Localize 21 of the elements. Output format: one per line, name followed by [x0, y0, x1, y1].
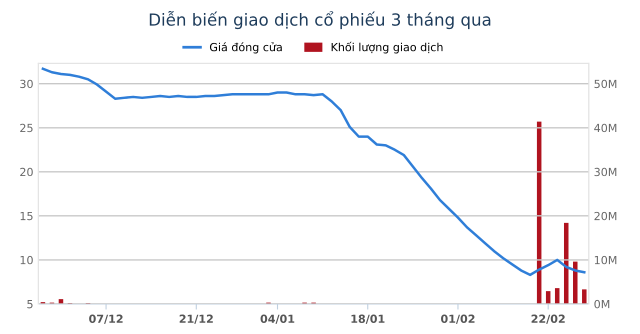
- y-tick-label: 15: [20, 212, 33, 220]
- y-tick-label: 20: [20, 168, 33, 176]
- y-tick-label: 5: [27, 300, 33, 308]
- y-tick-label: 25: [20, 124, 33, 132]
- legend-label: Giá đóng cửa: [210, 42, 282, 54]
- x-tick-label: 18/01: [352, 314, 384, 324]
- x-tick-label: 22/02: [532, 314, 565, 324]
- y-tick-label: 30: [20, 80, 33, 88]
- y2-tick-label: 50M: [594, 80, 616, 88]
- y2-tick-label: 30M: [594, 168, 616, 176]
- x-tick-label: 07/12: [89, 314, 123, 324]
- x-tick-label: 04/01: [260, 314, 294, 324]
- x-tick-label: 21/12: [180, 314, 213, 324]
- y2-tick-label: 10M: [594, 256, 616, 264]
- chart-title: Diễn biến giao dịch cổ phiếu 3 tháng qua: [150, 10, 490, 30]
- y2-tick-label: 40M: [594, 124, 616, 132]
- y2-tick-label: 20M: [594, 212, 616, 220]
- legend-label: Khối lượng giao dịch: [332, 42, 442, 54]
- y-tick-label: 10: [20, 256, 33, 264]
- y2-tick-label: 0M: [594, 300, 610, 308]
- x-tick-label: 01/02: [441, 314, 474, 324]
